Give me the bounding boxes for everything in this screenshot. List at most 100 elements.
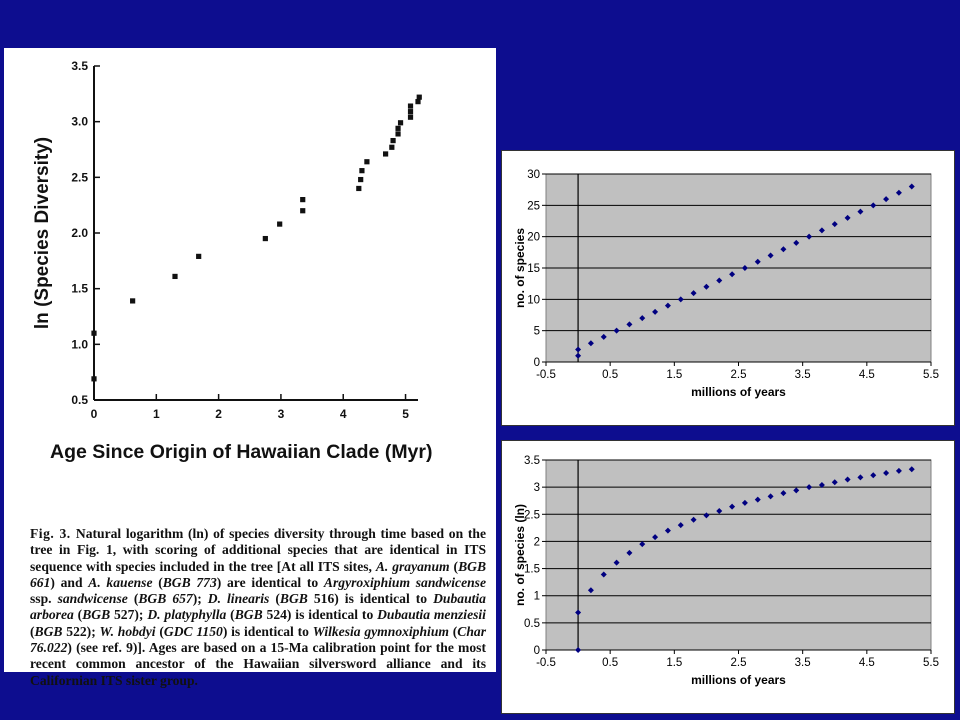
y-tick-label: 0.5: [524, 618, 540, 630]
caption-segment: BGB: [34, 623, 63, 639]
y-tick-label: 2.5: [71, 170, 88, 184]
data-point: [857, 474, 864, 481]
data-point: [908, 466, 915, 473]
data-point: [741, 265, 748, 271]
x-tick-label: 2: [215, 407, 222, 421]
x-tick-label: 0: [91, 407, 98, 421]
caption-segment: BGB: [234, 607, 263, 623]
data-point: [389, 144, 395, 150]
y-tick-label: 1.0: [71, 337, 88, 351]
data-point: [575, 352, 582, 359]
data-point: [831, 221, 838, 228]
data-point: [883, 470, 890, 477]
y-tick-label: 3.0: [71, 115, 88, 129]
data-point: [767, 252, 774, 259]
x-axis-label: millions of years: [691, 385, 786, 399]
x-axis-label: millions of years: [691, 673, 786, 687]
x-tick-label: 3.5: [795, 369, 811, 381]
data-point: [895, 189, 902, 196]
data-point: [600, 333, 607, 340]
caption-segment: D. platyphylla: [147, 607, 227, 623]
data-point: [806, 484, 813, 491]
data-point: [277, 221, 283, 227]
caption-segment: BGB 661: [30, 558, 487, 590]
data-point: [639, 315, 646, 322]
x-axis-label: Age Since Origin of Hawaiian Clade (Myr): [50, 441, 433, 463]
data-point: [613, 327, 620, 334]
data-point: [870, 202, 877, 209]
caption-segment: ssp.: [30, 591, 58, 607]
x-tick-label: 5.5: [923, 369, 939, 381]
data-point: [754, 496, 761, 503]
data-point: [397, 120, 404, 126]
y-tick-label: 5: [534, 326, 540, 338]
caption-segment: ) and: [50, 574, 89, 590]
y-tick-label: 2.0: [71, 226, 88, 240]
data-point: [415, 99, 421, 105]
caption-segment: ) is identical to: [222, 623, 313, 639]
caption-segment: (: [226, 607, 235, 623]
x-tick-label: -0.5: [536, 369, 556, 381]
caption-segment: 527);: [110, 607, 148, 623]
data-point: [883, 196, 890, 203]
data-point: [741, 499, 748, 506]
data-point: [407, 109, 414, 115]
caption-segment: 524) is identical to: [262, 607, 378, 623]
y-tick-label: 15: [527, 263, 540, 275]
x-tick-label: 0.5: [602, 369, 618, 381]
data-point: [300, 197, 306, 203]
data-point: [407, 103, 414, 109]
x-tick-label: 5: [402, 407, 409, 421]
caption-segment: BGB: [82, 607, 111, 623]
y-tick-label: 30: [527, 169, 540, 181]
data-point: [91, 330, 97, 336]
y-tick-label: 1.5: [71, 282, 88, 296]
y-axis-label: ln (Species Diversity): [32, 137, 53, 329]
data-point: [895, 467, 902, 474]
data-point: [390, 137, 396, 144]
data-point: [130, 298, 136, 304]
data-point: [831, 479, 838, 486]
data-point: [908, 183, 915, 190]
data-point: [262, 235, 268, 242]
data-point: [793, 239, 800, 246]
y-tick-label: 0: [534, 645, 540, 657]
caption-segment: (: [30, 623, 35, 639]
caption-segment: Argyroxiphium sandwicense: [323, 574, 486, 590]
data-point: [780, 246, 787, 253]
data-point: [613, 559, 620, 566]
data-point: [754, 258, 761, 265]
data-point: [844, 476, 851, 483]
data-point: [395, 131, 401, 137]
x-tick-label: 5.5: [923, 657, 939, 669]
caption-segment: A. kauense: [88, 574, 153, 590]
y-tick-label: 1.5: [524, 564, 540, 576]
data-point: [639, 541, 646, 548]
x-tick-label: 3: [278, 407, 285, 421]
ln-diversity-chart: 0.5 1.0 1.5 2.0 2.5 3.0 3.5 0 1 2 3 4 5 ln (Species D…: [32, 59, 433, 463]
caption-segment: A. grayanum: [375, 558, 450, 574]
x-tick-label: 0.5: [602, 657, 618, 669]
data-point: [703, 512, 710, 519]
x-tick-label: 4: [340, 407, 347, 421]
data-point: [664, 302, 671, 309]
data-point: [818, 227, 825, 234]
data-point: [91, 376, 97, 382]
caption-segment: 522);: [62, 623, 100, 639]
y-tick-label: 25: [527, 200, 540, 212]
data-point: [703, 283, 710, 290]
y-tick-label: 2: [534, 536, 540, 548]
caption-segment: W. hobdyi: [99, 623, 156, 639]
y-tick-label: 2.5: [524, 509, 540, 521]
data-point: [300, 208, 306, 214]
data-point: [677, 296, 684, 303]
data-point: [626, 549, 633, 556]
caption-segment: ) (see ref. 9)]. Ages are based on a 15-…: [30, 640, 486, 688]
caption-segment: (: [269, 591, 280, 607]
x-tick-label: 1.5: [666, 657, 682, 669]
data-point: [356, 185, 362, 192]
x-tick-label: 1.5: [666, 369, 682, 381]
y-axis-label: no. of species: [513, 228, 527, 308]
data-point: [383, 151, 389, 157]
data-point: [652, 308, 659, 315]
